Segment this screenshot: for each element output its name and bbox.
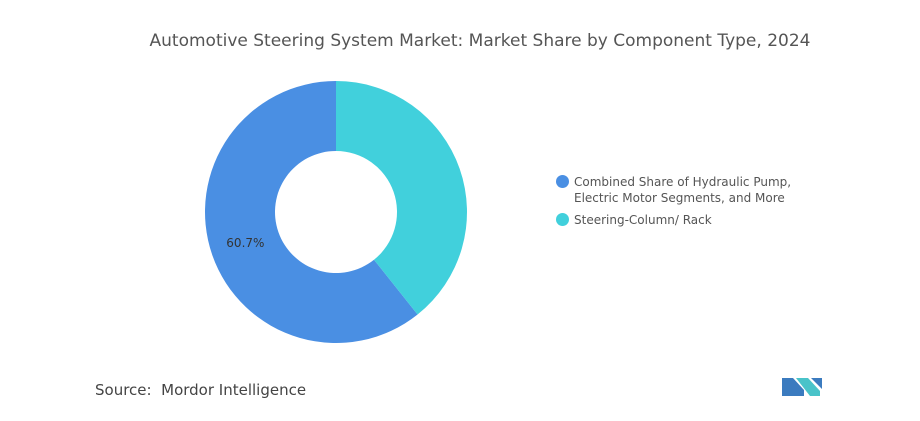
legend-swatch	[556, 213, 569, 226]
legend-swatch	[556, 175, 569, 188]
data-label: 60.7%	[226, 236, 264, 250]
source-label: Source:	[95, 381, 152, 399]
legend: Combined Share of Hydraulic Pump, Electr…	[556, 174, 826, 234]
logo	[782, 378, 822, 396]
source: Source: Mordor Intelligence	[95, 381, 306, 399]
legend-item: Steering-Column/ Rack	[556, 212, 826, 228]
legend-label: Steering-Column/ Rack	[574, 213, 712, 227]
donut-segment	[204, 81, 418, 344]
legend-label: Combined Share of Hydraulic Pump, Electr…	[574, 175, 792, 205]
source-name: Mordor Intelligence	[161, 381, 307, 399]
chart-title: Automotive Steering System Market: Marke…	[150, 31, 811, 51]
legend-item: Combined Share of Hydraulic Pump, Electr…	[556, 174, 826, 206]
donut-segment	[336, 81, 467, 315]
